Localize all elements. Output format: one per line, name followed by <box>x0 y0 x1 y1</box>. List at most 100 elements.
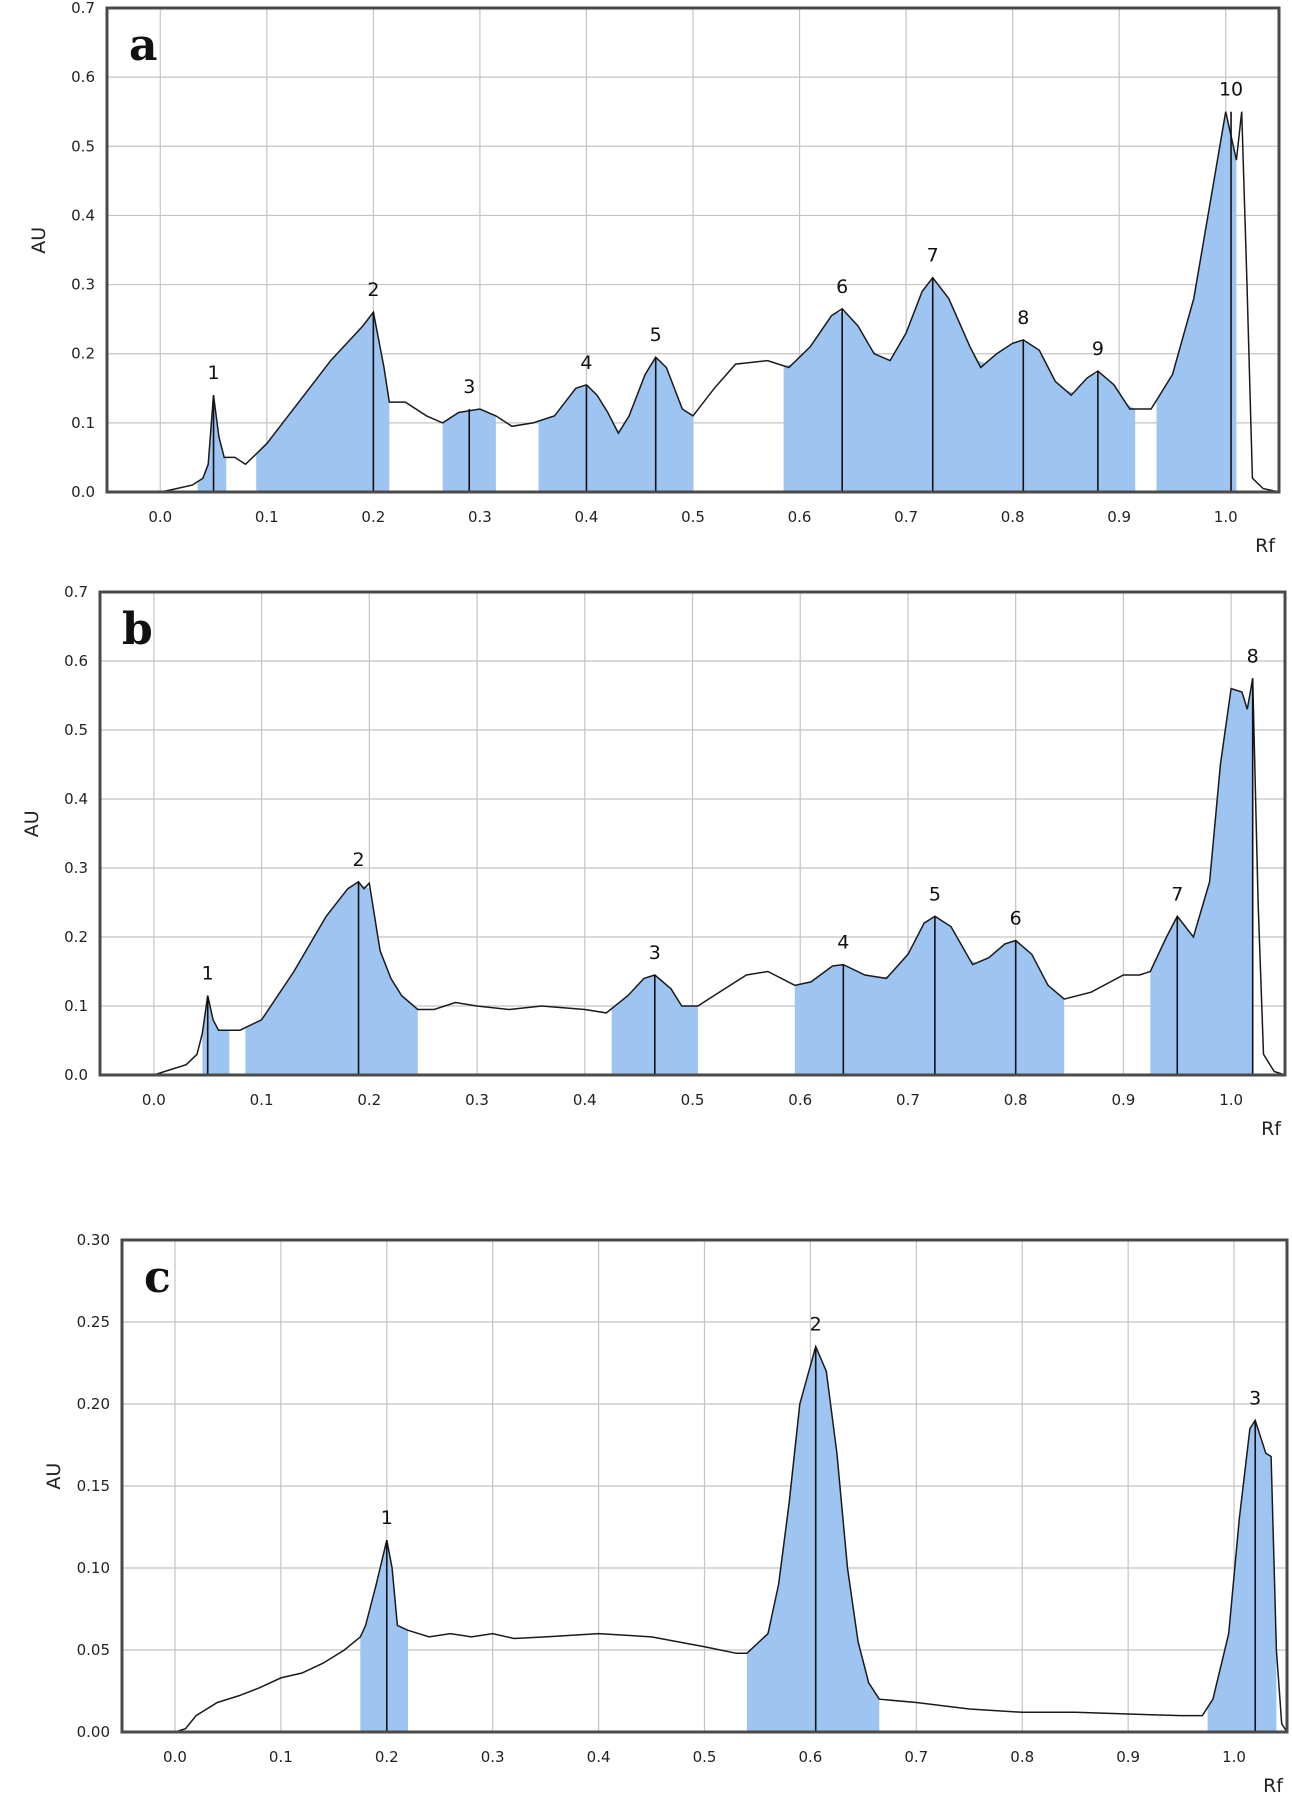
peak-label: 7 <box>1171 883 1183 905</box>
y-tick-label: 0.4 <box>64 790 88 808</box>
x-tick-label: 1.0 <box>1214 508 1238 526</box>
x-tick-label: 0.6 <box>798 1748 822 1766</box>
peak-area-band <box>256 313 390 492</box>
peak-label: 8 <box>1247 645 1259 667</box>
x-tick-label: 0.1 <box>250 1091 274 1109</box>
peak-label: 4 <box>580 352 592 374</box>
x-tick-label: 0.3 <box>465 1091 489 1109</box>
plot-frame <box>98 590 1287 1077</box>
y-axis-label: AU <box>28 227 50 254</box>
x-axis-label: Rf <box>1255 535 1276 557</box>
plot-frame <box>120 1238 1289 1734</box>
panel-c: 0.00 0.05 0.10 0.15 0.20 0.25 0.30 0.0 0.1 0.2 0.3… <box>43 1231 1289 1797</box>
peak-label: 9 <box>1092 338 1104 360</box>
peak-label: 10 <box>1219 79 1243 101</box>
y-tick-label: 0.2 <box>71 345 95 363</box>
peak-label: 2 <box>352 849 364 871</box>
peak-label: 1 <box>381 1507 393 1529</box>
x-tick-label: 0.4 <box>573 1091 597 1109</box>
x-tick-label: 0.0 <box>148 508 172 526</box>
peak-label: 1 <box>207 362 219 384</box>
panel-letter: b <box>122 604 153 655</box>
y-tick-label: 0.4 <box>71 206 95 224</box>
peak-area-band <box>538 359 693 492</box>
x-tick-label: 0.2 <box>375 1748 399 1766</box>
peak-area-band <box>202 995 230 1075</box>
x-axis-label: Rf <box>1261 1118 1282 1140</box>
y-tick-label: 0.05 <box>77 1641 110 1659</box>
x-tick-label: 0.5 <box>693 1748 717 1766</box>
peak-label: 8 <box>1017 307 1029 329</box>
y-tick-label: 0.3 <box>71 276 95 294</box>
densitometry-trace <box>100 678 1286 1076</box>
y-tick-label: 0.00 <box>77 1723 110 1741</box>
peak-label: 2 <box>367 279 379 301</box>
y-tick-label: 0.20 <box>77 1395 110 1413</box>
y-tick-label: 0.7 <box>64 583 88 601</box>
y-axis-label: AU <box>21 810 43 837</box>
y-axis-label: AU <box>43 1463 65 1490</box>
y-tick-label: 0.3 <box>64 859 88 877</box>
peak-label: 1 <box>202 963 214 985</box>
peak-area-band <box>783 278 1136 492</box>
panel-a: 0.0 0.1 0.2 0.3 0.4 0.5 0.6 0.7 0.0 0.1 0.2 0.3 0.4 0… <box>28 0 1281 557</box>
x-tick-label: 1.0 <box>1222 1748 1246 1766</box>
y-tick-label: 0.6 <box>64 652 88 670</box>
y-tick-label: 0.2 <box>64 928 88 946</box>
y-tick-label: 0.6 <box>71 68 95 86</box>
peak-area-band <box>360 1541 408 1732</box>
x-tick-label: 0.5 <box>681 1091 705 1109</box>
y-tick-label: 0.5 <box>71 137 95 155</box>
x-axis-label: Rf <box>1263 1775 1284 1797</box>
x-tick-label: 0.4 <box>575 508 599 526</box>
x-tick-label: 0.3 <box>481 1748 505 1766</box>
x-tick-label: 0.7 <box>904 1748 928 1766</box>
x-tick-label: 0.9 <box>1111 1091 1135 1109</box>
peak-label: 3 <box>463 376 475 398</box>
x-tick-label: 0.6 <box>788 508 812 526</box>
peak-label: 2 <box>810 1314 822 1336</box>
x-tick-label: 0.7 <box>896 1091 920 1109</box>
peak-area-band <box>1207 1422 1277 1732</box>
peak-label: 5 <box>650 324 662 346</box>
x-tick-label: 0.2 <box>361 508 385 526</box>
x-tick-label: 0.8 <box>1001 508 1025 526</box>
peak-label: 6 <box>836 276 848 298</box>
x-tick-label: 0.1 <box>269 1748 293 1766</box>
x-tick-label: 1.0 <box>1219 1091 1243 1109</box>
plot-frame <box>105 6 1281 494</box>
x-tick-label: 0.8 <box>1004 1091 1028 1109</box>
x-tick-label: 0.8 <box>1010 1748 1034 1766</box>
y-tick-label: 0.30 <box>77 1231 110 1249</box>
x-tick-label: 0.1 <box>255 508 279 526</box>
panel-letter: c <box>144 1252 171 1303</box>
peak-area-band <box>794 917 1065 1075</box>
x-tick-label: 0.0 <box>142 1091 166 1109</box>
peak-label: 5 <box>929 883 941 905</box>
y-tick-label: 0.0 <box>71 483 95 501</box>
peak-label: 3 <box>1249 1387 1261 1409</box>
y-tick-label: 0.1 <box>71 414 95 432</box>
peak-label: 3 <box>649 942 661 964</box>
x-tick-label: 0.5 <box>681 508 705 526</box>
densitometry-trace <box>122 1344 1288 1733</box>
densitometry-trace <box>107 111 1280 493</box>
y-tick-label: 0.0 <box>64 1066 88 1084</box>
peak-area-band <box>245 882 418 1075</box>
x-tick-label: 0.0 <box>163 1748 187 1766</box>
peak-label: 6 <box>1010 907 1022 929</box>
y-tick-label: 0.1 <box>64 997 88 1015</box>
x-tick-label: 0.6 <box>788 1091 812 1109</box>
peak-label: 7 <box>927 245 939 267</box>
x-tick-label: 0.9 <box>1116 1748 1140 1766</box>
x-tick-label: 0.2 <box>357 1091 381 1109</box>
y-tick-label: 0.10 <box>77 1559 110 1577</box>
x-tick-label: 0.4 <box>587 1748 611 1766</box>
y-tick-label: 0.7 <box>71 0 95 17</box>
panel-b: 0.0 0.1 0.2 0.3 0.4 0.5 0.6 0.7 0.0 0.1 0.2 0.3 0.4 0… <box>21 583 1287 1140</box>
y-tick-label: 0.5 <box>64 721 88 739</box>
x-tick-label: 0.9 <box>1107 508 1131 526</box>
x-tick-label: 0.3 <box>468 508 492 526</box>
x-tick-label: 0.7 <box>894 508 918 526</box>
